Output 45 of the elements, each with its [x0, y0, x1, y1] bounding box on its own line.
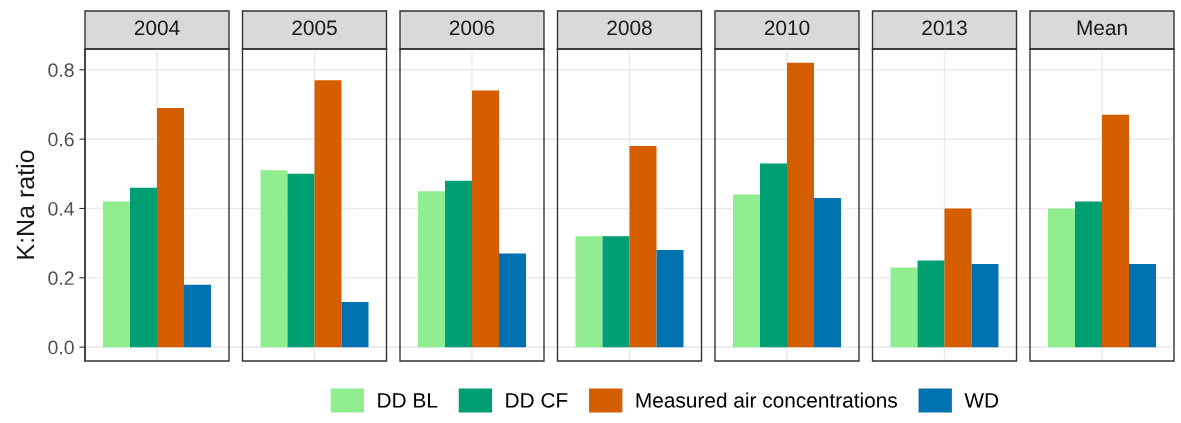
bar: [814, 198, 841, 348]
bar: [314, 80, 342, 348]
y-tick-label: 0.8: [48, 63, 74, 78]
bar: [890, 267, 918, 348]
y-tick-label: 0.4: [48, 201, 75, 216]
bar: [944, 208, 972, 348]
bar: [656, 250, 684, 348]
bar: [499, 253, 526, 348]
bar: [1102, 114, 1129, 348]
bar: [733, 194, 760, 348]
legend-label: WD: [964, 393, 999, 408]
y-tick-label: 0.6: [48, 132, 74, 147]
legend-label: DD CF: [506, 392, 568, 408]
x-tick-label: 2010: [764, 20, 810, 36]
bar: [130, 187, 157, 348]
bar: [760, 163, 787, 348]
bar: [787, 62, 814, 348]
bar: [184, 284, 211, 348]
bar: [602, 236, 630, 348]
x-tick-label: 2006: [449, 20, 495, 36]
bar: [629, 146, 657, 348]
x-tick-label: Mean: [1077, 20, 1127, 36]
bar: [445, 180, 472, 348]
x-tick-label: 2004: [134, 20, 180, 36]
x-tick-label: 2013: [922, 20, 967, 36]
y-tick-label: 0.0: [48, 340, 74, 355]
bar: [971, 263, 999, 348]
bar: [157, 107, 184, 348]
bar: [575, 236, 603, 348]
bar: [418, 191, 445, 348]
bar: [260, 170, 288, 348]
y-axis-title: K:Na ratio: [15, 150, 35, 259]
bar: [472, 90, 499, 348]
x-tick-label: 2008: [607, 20, 652, 36]
bar: [341, 302, 369, 348]
legend-label: Measured air concentrations: [636, 392, 897, 408]
bar: [103, 201, 130, 348]
x-tick-label: 2005: [292, 20, 337, 36]
bar: [1129, 263, 1156, 348]
legend-label: DD BL: [378, 393, 438, 408]
bar: [1048, 208, 1075, 348]
bar: [1075, 201, 1102, 348]
y-tick-label: 0.2: [48, 271, 74, 286]
bar: [287, 173, 315, 348]
bar: [917, 260, 945, 348]
